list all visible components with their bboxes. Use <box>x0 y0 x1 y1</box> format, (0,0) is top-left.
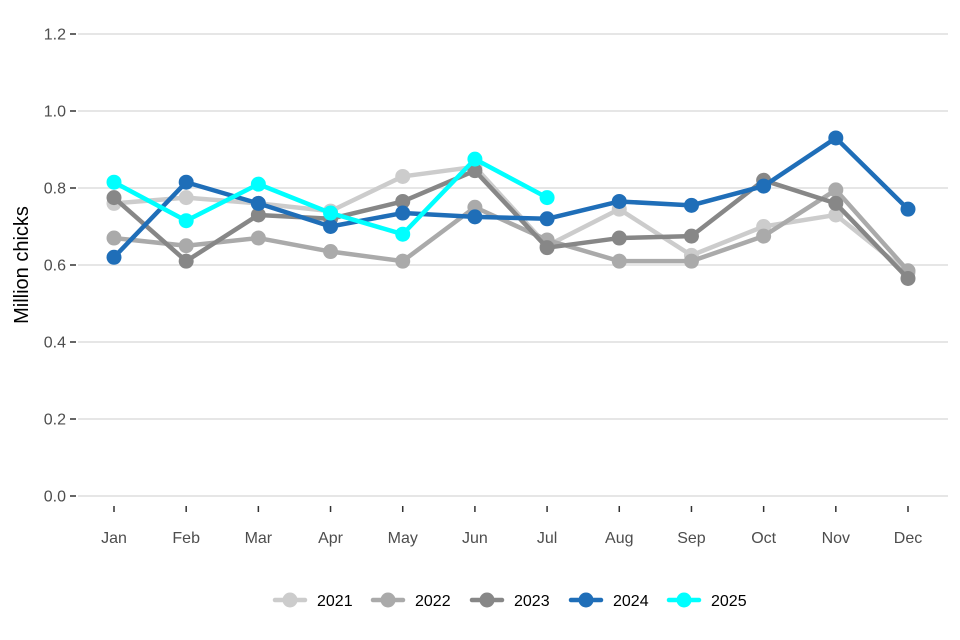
x-axis: Jan Feb Mar Apr May Jun Jul Aug Sep Oct Nov Dec <box>101 506 922 547</box>
data-point <box>395 205 411 221</box>
data-point <box>395 168 411 184</box>
data-point <box>683 228 699 244</box>
legend-key-marker <box>380 592 396 608</box>
data-point <box>250 176 266 192</box>
legend-label: 2024 <box>613 593 649 610</box>
y-tick-label: 1.0 <box>44 104 66 121</box>
data-point <box>467 209 483 225</box>
legend-key-marker <box>282 592 298 608</box>
data-point <box>178 174 194 190</box>
legend-item-2023: 2023 <box>469 592 550 610</box>
x-tick-label: Feb <box>172 530 200 547</box>
data-point <box>828 130 844 146</box>
data-point <box>395 226 411 242</box>
data-point <box>395 253 411 269</box>
data-point <box>323 219 339 234</box>
y-tick-label: 0.0 <box>44 489 66 506</box>
data-point <box>395 193 411 209</box>
data-point <box>323 244 339 260</box>
legend-label: 2021 <box>317 593 353 610</box>
data-point <box>900 270 916 286</box>
data-point <box>900 201 916 217</box>
data-point <box>250 230 266 246</box>
y-tick-label: 0.4 <box>44 335 66 352</box>
legend-item-2022: 2022 <box>370 592 451 610</box>
series-2022 <box>106 182 916 279</box>
data-point <box>611 253 627 269</box>
y-axis: 0.0 0.2 0.4 0.6 0.8 1.0 1.2 <box>44 27 76 506</box>
y-tick-label: 1.2 <box>44 27 66 44</box>
legend: 2021 2022 2023 2024 2025 <box>272 592 747 610</box>
data-point <box>178 213 194 229</box>
data-point <box>106 249 122 265</box>
legend-label: 2022 <box>415 593 451 610</box>
data-point <box>828 182 844 198</box>
x-tick-label: Jul <box>537 530 557 547</box>
data-point <box>539 190 555 206</box>
data-point <box>828 207 844 223</box>
y-axis-title: Million chicks <box>11 206 33 324</box>
y-tick-label: 0.2 <box>44 412 66 429</box>
data-point <box>539 211 555 227</box>
data-point <box>539 240 555 256</box>
series-line <box>111 135 911 260</box>
data-point <box>467 151 483 167</box>
y-tick-label: 0.8 <box>44 181 66 198</box>
data-point <box>828 195 844 211</box>
data-point <box>756 178 772 194</box>
x-tick-label: Aug <box>605 530 633 547</box>
x-tick-label: Nov <box>822 530 850 547</box>
legend-key-marker <box>676 592 692 608</box>
legend-label: 2025 <box>711 593 747 610</box>
data-point <box>467 163 483 179</box>
data-point <box>611 193 627 209</box>
data-point <box>106 190 122 206</box>
data-point <box>611 230 627 246</box>
y-tick-label: 0.6 <box>44 258 66 275</box>
x-tick-label: Sep <box>677 530 706 547</box>
legend-item-2024: 2024 <box>568 592 649 610</box>
x-tick-label: May <box>388 530 418 547</box>
data-point <box>756 228 772 244</box>
data-point <box>683 253 699 269</box>
data-point <box>178 253 194 269</box>
data-point <box>250 195 266 211</box>
series-group <box>106 130 916 286</box>
data-point <box>178 238 194 254</box>
gridlines <box>78 33 948 497</box>
x-tick-label: Jan <box>101 530 127 547</box>
x-tick-label: Mar <box>245 530 273 547</box>
legend-item-2021: 2021 <box>272 592 353 610</box>
series-2025 <box>106 151 555 242</box>
data-point <box>106 174 122 190</box>
data-point <box>106 230 122 246</box>
x-tick-label: Jun <box>462 530 488 547</box>
data-point <box>250 207 266 223</box>
x-tick-label: Oct <box>751 530 776 547</box>
x-tick-label: Dec <box>894 530 922 547</box>
data-point <box>178 190 194 206</box>
series-line <box>111 187 911 274</box>
series-2024 <box>106 130 916 265</box>
data-point <box>323 205 339 221</box>
legend-key-marker <box>479 592 495 608</box>
legend-label: 2023 <box>514 593 550 610</box>
series-line <box>111 168 911 281</box>
data-point <box>683 197 699 213</box>
x-tick-label: Apr <box>318 530 344 547</box>
legend-key-marker <box>578 592 594 608</box>
legend-item-2025: 2025 <box>666 592 747 610</box>
